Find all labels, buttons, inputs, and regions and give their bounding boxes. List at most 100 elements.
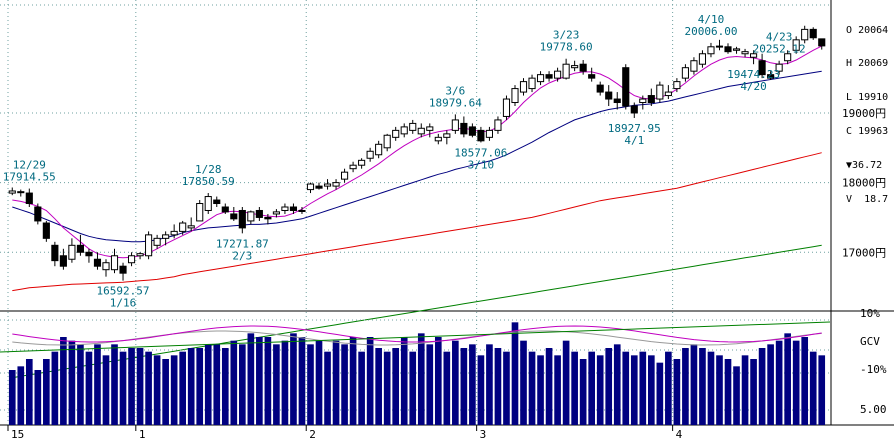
candle-down xyxy=(34,206,42,222)
candle-down xyxy=(596,84,604,93)
volume-bar xyxy=(230,340,238,425)
volume-bar xyxy=(545,348,553,425)
annotation-date: 1/16 xyxy=(110,297,137,310)
candle-up xyxy=(68,244,76,260)
volume-bar xyxy=(256,337,263,425)
candle-up xyxy=(750,53,758,58)
volume-trend-line xyxy=(0,321,831,353)
candle-up xyxy=(485,129,493,138)
candle-up xyxy=(792,39,800,51)
high-label: H xyxy=(846,58,853,70)
candle-up xyxy=(323,183,332,187)
volume-bar xyxy=(247,333,255,425)
annotation-date: 4/1 xyxy=(624,134,644,147)
volume-bar xyxy=(392,348,400,425)
volume-bar xyxy=(307,344,314,425)
volume-bar xyxy=(801,337,809,425)
candle-down xyxy=(477,129,485,142)
ohlc-readout: O 20064 H 20069 L 19910 C 19963 ▼36.72 V… xyxy=(846,2,888,228)
candle-up xyxy=(494,119,502,131)
candle-down xyxy=(767,74,775,79)
candle-up xyxy=(383,134,391,149)
volume-bar xyxy=(349,337,357,425)
volume-bar xyxy=(60,337,67,425)
volume-bar xyxy=(707,351,715,425)
change-row: ▼36.72 xyxy=(846,160,888,171)
volume-bar xyxy=(25,359,33,425)
candle-down xyxy=(221,206,229,213)
annotation-date: 2/3 xyxy=(232,249,252,262)
annotation-date: 4/10 xyxy=(698,13,725,26)
candle-down xyxy=(85,251,93,257)
candle-up xyxy=(375,143,383,156)
volume-bar xyxy=(699,348,706,425)
volume-bar xyxy=(187,348,195,425)
volume-bar xyxy=(494,348,502,425)
candle-up xyxy=(153,237,161,246)
volume-bar xyxy=(690,344,698,425)
candle-up xyxy=(434,136,442,142)
volume-bar xyxy=(818,355,826,425)
candle-up xyxy=(715,45,724,48)
annotation-date: 3/6 xyxy=(445,84,465,97)
low-value: 19910 xyxy=(858,92,889,104)
annotation-value: 17850.59 xyxy=(182,175,235,188)
volume-bar xyxy=(221,348,229,425)
annotation-value: 20006.00 xyxy=(684,25,737,38)
candle-up xyxy=(409,122,417,131)
volume-bar xyxy=(682,348,689,425)
volume-bar xyxy=(298,337,306,425)
candle-up xyxy=(741,51,749,55)
volume-bar xyxy=(596,355,604,425)
volume-bar xyxy=(315,340,323,425)
x-tick-label: 4 xyxy=(676,428,683,440)
volume-tick-label: 10% xyxy=(860,307,880,320)
candle-up xyxy=(196,203,204,222)
volume-bar xyxy=(554,355,561,425)
candle-up xyxy=(426,126,434,131)
volume-bar xyxy=(647,355,655,425)
volume-bar xyxy=(792,340,800,425)
annotation-date: 3/10 xyxy=(468,158,495,171)
high-row: H 20069 xyxy=(846,58,888,69)
candle-up xyxy=(127,255,136,264)
x-tick-label: 3 xyxy=(480,428,487,440)
candle-down xyxy=(230,213,238,220)
volume-bar xyxy=(264,337,272,425)
candle-down xyxy=(238,209,246,229)
volume-bar xyxy=(34,370,42,425)
volume-bar xyxy=(750,359,757,425)
volume-bar xyxy=(613,344,621,425)
volume-bar xyxy=(196,348,204,425)
volume-bar xyxy=(341,344,348,425)
volume-bar xyxy=(8,370,16,425)
volume-bar xyxy=(77,344,84,425)
volume-bar xyxy=(758,348,766,425)
volume-row: V 18.7 xyxy=(846,194,888,205)
volume-bar xyxy=(741,355,749,425)
candle-up xyxy=(298,209,306,212)
volume-ma-line xyxy=(12,330,822,346)
candle-down xyxy=(42,222,50,239)
annotation-date: 1/28 xyxy=(195,163,222,176)
volume-bar xyxy=(443,351,451,425)
candle-down xyxy=(647,95,655,104)
candle-up xyxy=(562,63,570,79)
price-tick-label: 19000円 xyxy=(842,107,886,120)
volume-bar xyxy=(767,344,774,425)
volume-bar xyxy=(162,359,169,425)
candle-down xyxy=(59,255,67,267)
candle-up xyxy=(443,133,451,138)
candle-up xyxy=(707,46,715,55)
candle-up xyxy=(511,88,519,104)
candle-down xyxy=(255,209,263,218)
open-label: O xyxy=(846,24,853,36)
volume-bar xyxy=(775,340,783,425)
candle-up xyxy=(8,190,16,194)
annotation-date: 4/20 xyxy=(740,80,767,93)
annotation-value: 17914.55 xyxy=(3,171,56,184)
close-value: 19963 xyxy=(858,126,889,138)
volume-bar xyxy=(511,322,519,425)
volume-bar xyxy=(528,351,536,425)
candle-down xyxy=(213,199,221,205)
